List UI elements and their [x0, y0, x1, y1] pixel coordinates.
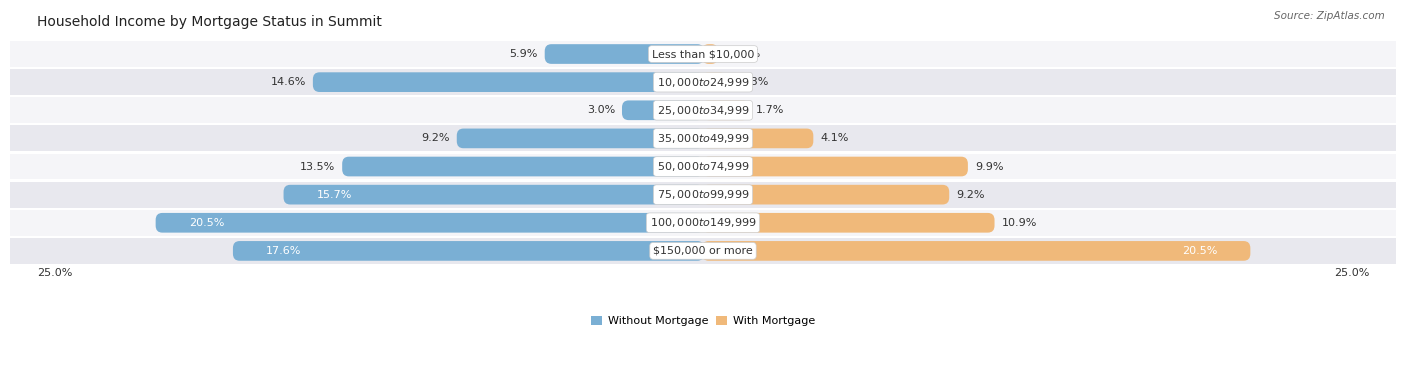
Bar	[10, 182, 1396, 208]
Text: $10,000 to $24,999: $10,000 to $24,999	[657, 76, 749, 89]
Text: Less than $10,000: Less than $10,000	[652, 49, 754, 59]
Text: $150,000 or more: $150,000 or more	[654, 246, 752, 256]
FancyBboxPatch shape	[702, 44, 718, 64]
Bar	[10, 238, 1396, 264]
FancyBboxPatch shape	[314, 72, 704, 92]
Text: $25,000 to $34,999: $25,000 to $34,999	[657, 104, 749, 117]
Bar	[10, 69, 1396, 95]
Text: 13.5%: 13.5%	[299, 161, 335, 172]
FancyBboxPatch shape	[233, 241, 704, 261]
FancyBboxPatch shape	[702, 213, 994, 232]
Text: 0.53%: 0.53%	[725, 49, 761, 59]
FancyBboxPatch shape	[702, 157, 967, 177]
Text: 9.2%: 9.2%	[956, 190, 984, 200]
FancyBboxPatch shape	[702, 101, 749, 120]
FancyBboxPatch shape	[544, 44, 704, 64]
Bar	[10, 125, 1396, 151]
Text: 5.9%: 5.9%	[509, 49, 537, 59]
Text: Household Income by Mortgage Status in Summit: Household Income by Mortgage Status in S…	[37, 15, 381, 29]
FancyBboxPatch shape	[702, 129, 813, 148]
Text: 14.6%: 14.6%	[270, 77, 307, 87]
Text: 9.9%: 9.9%	[974, 161, 1004, 172]
Text: $75,000 to $99,999: $75,000 to $99,999	[657, 188, 749, 201]
Text: 10.9%: 10.9%	[1001, 218, 1036, 228]
Bar	[10, 41, 1396, 67]
Bar	[10, 210, 1396, 236]
Text: $35,000 to $49,999: $35,000 to $49,999	[657, 132, 749, 145]
Text: $50,000 to $74,999: $50,000 to $74,999	[657, 160, 749, 173]
Text: 15.7%: 15.7%	[316, 190, 352, 200]
FancyBboxPatch shape	[702, 241, 1250, 261]
Text: $100,000 to $149,999: $100,000 to $149,999	[650, 216, 756, 229]
Legend: Without Mortgage, With Mortgage: Without Mortgage, With Mortgage	[586, 311, 820, 331]
Text: 0.83%: 0.83%	[733, 77, 769, 87]
Text: 25.0%: 25.0%	[37, 268, 72, 277]
FancyBboxPatch shape	[156, 213, 704, 232]
FancyBboxPatch shape	[702, 185, 949, 204]
Bar	[10, 98, 1396, 123]
Text: 20.5%: 20.5%	[1182, 246, 1218, 256]
Bar	[10, 153, 1396, 180]
Text: 4.1%: 4.1%	[820, 133, 849, 143]
Text: Source: ZipAtlas.com: Source: ZipAtlas.com	[1274, 11, 1385, 21]
FancyBboxPatch shape	[457, 129, 704, 148]
FancyBboxPatch shape	[621, 101, 704, 120]
FancyBboxPatch shape	[702, 72, 725, 92]
Text: 3.0%: 3.0%	[586, 105, 614, 115]
Text: 1.7%: 1.7%	[756, 105, 785, 115]
FancyBboxPatch shape	[284, 185, 704, 204]
Text: 17.6%: 17.6%	[266, 246, 301, 256]
Text: 25.0%: 25.0%	[1334, 268, 1369, 277]
FancyBboxPatch shape	[342, 157, 704, 177]
Text: 9.2%: 9.2%	[422, 133, 450, 143]
Text: 20.5%: 20.5%	[188, 218, 224, 228]
